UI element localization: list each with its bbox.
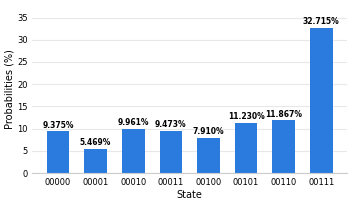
Y-axis label: Probabilities (%): Probabilities (%) xyxy=(4,49,14,129)
Bar xyxy=(160,131,182,173)
Text: D: D xyxy=(32,0,45,2)
Text: 11.230%: 11.230% xyxy=(228,112,264,121)
Text: 7.910%: 7.910% xyxy=(193,127,224,136)
Bar xyxy=(310,28,332,173)
Text: 5.469%: 5.469% xyxy=(80,138,111,147)
Text: 32.715%: 32.715% xyxy=(303,17,340,26)
Text: 9.375%: 9.375% xyxy=(42,121,74,130)
Bar xyxy=(272,120,295,173)
Text: 11.867%: 11.867% xyxy=(265,110,302,119)
Text: 9.473%: 9.473% xyxy=(155,120,187,129)
Text: 9.961%: 9.961% xyxy=(118,118,149,127)
X-axis label: State: State xyxy=(177,190,203,200)
Bar xyxy=(235,123,257,173)
Bar xyxy=(122,129,145,173)
Bar xyxy=(197,138,220,173)
Bar xyxy=(47,132,69,173)
Bar xyxy=(84,149,107,173)
